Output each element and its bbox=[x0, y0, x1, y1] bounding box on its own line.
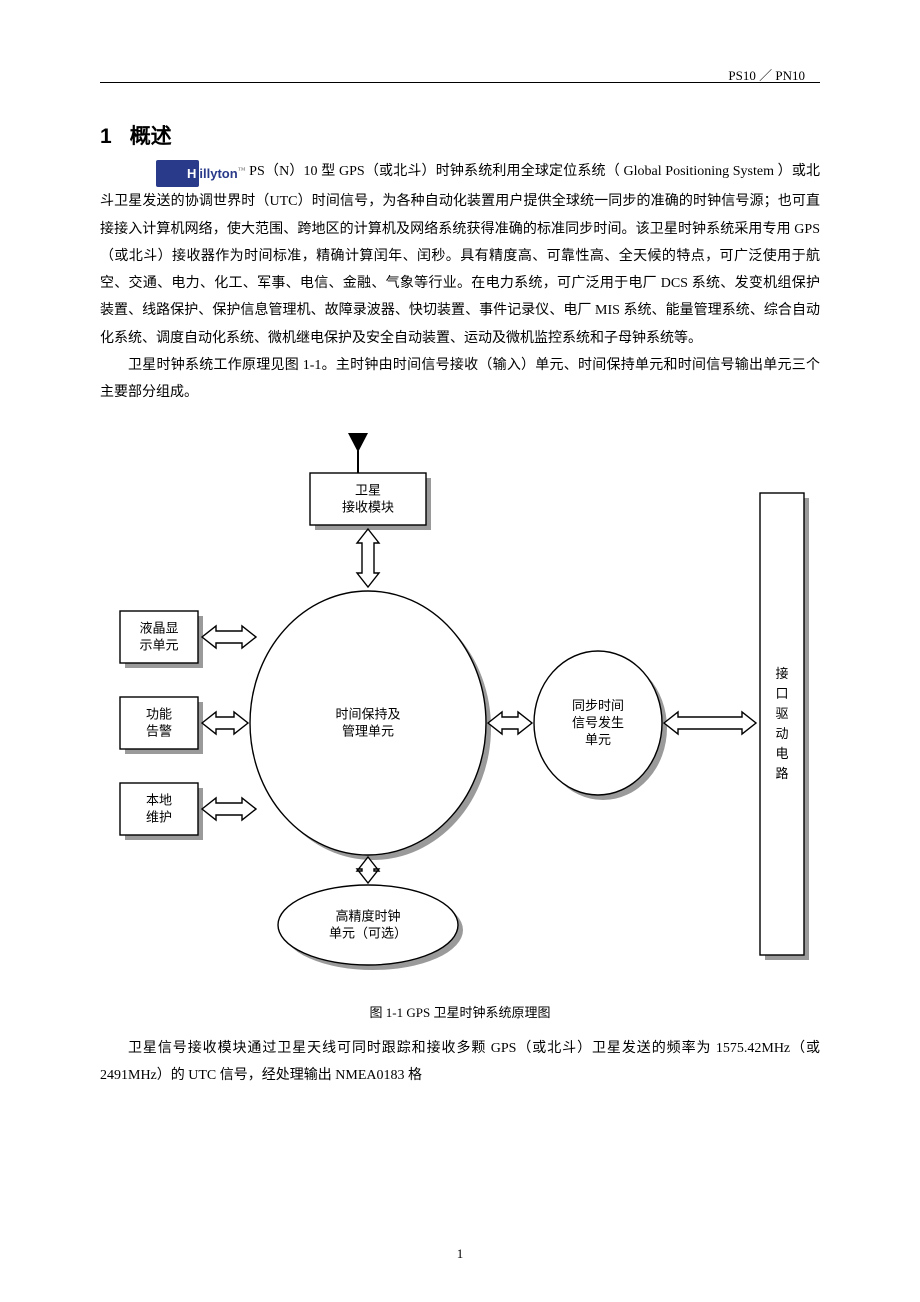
svg-text:示单元: 示单元 bbox=[139, 637, 178, 652]
svg-text:告警: 告警 bbox=[146, 723, 172, 738]
svg-text:动: 动 bbox=[775, 726, 788, 741]
svg-text:路: 路 bbox=[775, 766, 788, 781]
paragraph-1-body: PS（N）10 型 GPS（或北斗）时钟系统利用全球定位系统（ Global P… bbox=[100, 164, 820, 346]
svg-text:单元: 单元 bbox=[585, 732, 611, 747]
svg-text:维护: 维护 bbox=[146, 809, 172, 824]
svg-text:接: 接 bbox=[775, 666, 788, 681]
paragraph-1: Hillyton™ PS（N）10 型 GPS（或北斗）时钟系统利用全球定位系统… bbox=[100, 158, 820, 352]
svg-text:功能: 功能 bbox=[146, 706, 172, 721]
system-diagram: 卫星接收模块液晶显示单元功能告警本地维护 时间保持及管理单元 同步时间信号发生单元 接… bbox=[100, 425, 820, 990]
svg-text:液晶显: 液晶显 bbox=[139, 620, 178, 635]
svg-text:驱: 驱 bbox=[775, 706, 788, 721]
svg-text:高精度时钟: 高精度时钟 bbox=[335, 908, 400, 923]
brand-logo-box: H bbox=[156, 160, 199, 187]
svg-text:同步时间: 同步时间 bbox=[572, 698, 624, 713]
section-title: 概述 bbox=[130, 125, 172, 148]
svg-text:信号发生: 信号发生 bbox=[572, 715, 624, 730]
section-number: 1 bbox=[100, 125, 112, 148]
svg-text:本地: 本地 bbox=[146, 792, 172, 807]
brand-logo-tm: ™ bbox=[238, 165, 246, 174]
svg-text:单元（可选）: 单元（可选） bbox=[329, 925, 407, 940]
paragraph-2: 卫星时钟系统工作原理见图 1-1。主时钟由时间信号接收（输入）单元、时间保持单元… bbox=[100, 352, 820, 407]
svg-text:口: 口 bbox=[775, 686, 788, 701]
svg-text:时间保持及: 时间保持及 bbox=[335, 706, 400, 721]
brand-logo-text: illyton bbox=[199, 166, 237, 181]
figure-caption: 图 1-1 GPS 卫星时钟系统原理图 bbox=[100, 1002, 820, 1021]
svg-text:卫星: 卫星 bbox=[355, 482, 381, 497]
brand-logo: Hillyton™ bbox=[128, 160, 246, 188]
section-heading: 1 概述 bbox=[100, 120, 820, 150]
page-number: 1 bbox=[0, 1246, 920, 1262]
svg-text:电: 电 bbox=[775, 746, 788, 761]
header-rule bbox=[100, 82, 820, 83]
svg-text:管理单元: 管理单元 bbox=[342, 723, 394, 738]
paragraph-3: 卫星信号接收模块通过卫星天线可同时跟踪和接收多颗 GPS（或北斗）卫星发送的频率… bbox=[100, 1035, 820, 1090]
svg-text:接收模块: 接收模块 bbox=[342, 499, 394, 514]
